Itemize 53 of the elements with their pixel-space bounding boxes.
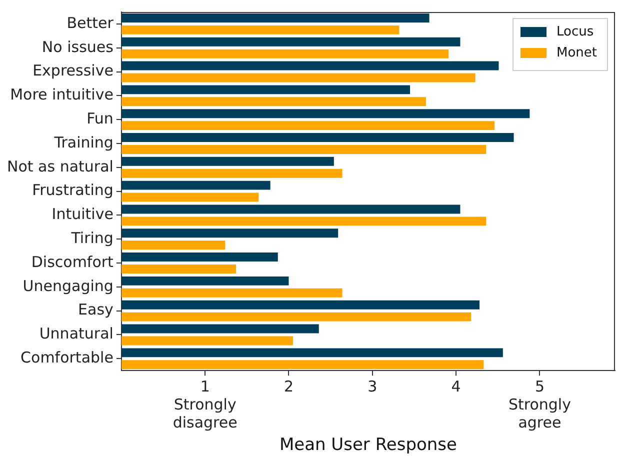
bar xyxy=(121,85,410,94)
y-tick-label: Unnatural xyxy=(39,324,114,343)
bar xyxy=(121,252,278,262)
bar xyxy=(121,144,486,154)
y-tick-label: Easy xyxy=(78,300,114,319)
bar xyxy=(121,25,400,34)
y-tick-label: Frustrating xyxy=(32,181,114,200)
y-tick-label: Not as natural xyxy=(7,157,114,176)
x-tick-label: 3 xyxy=(368,377,378,396)
bar xyxy=(121,97,426,106)
bar xyxy=(121,264,236,274)
y-tick-label: More intuitive xyxy=(10,86,114,104)
bar xyxy=(121,37,460,46)
x-axis-title: Mean User Response xyxy=(279,435,457,456)
bar xyxy=(121,13,430,22)
bar xyxy=(121,360,484,370)
bar xyxy=(121,336,293,346)
bar xyxy=(121,49,449,58)
bar xyxy=(121,324,319,334)
y-tick-label: Tiring xyxy=(70,229,114,248)
x-tick-label: 1 Strongly disagree xyxy=(172,377,238,432)
legend-label: Monet xyxy=(556,45,598,60)
bar xyxy=(121,300,480,310)
x-tick-label: 2 xyxy=(284,377,294,396)
bar xyxy=(121,312,472,322)
bar xyxy=(121,180,270,190)
y-tick-label: Unengaging xyxy=(22,276,114,295)
y-tick-label: Training xyxy=(53,133,114,152)
bar xyxy=(121,228,338,238)
y-tick-label: Fun xyxy=(86,109,114,128)
bar xyxy=(121,109,530,118)
bar xyxy=(121,204,460,214)
y-tick-label: Better xyxy=(66,14,114,32)
y-tick-label: Intuitive xyxy=(52,205,114,224)
bar xyxy=(121,216,486,226)
y-tick-label: No issues xyxy=(42,38,114,56)
legend-label: Locus xyxy=(556,24,594,40)
y-tick-label: Comfortable xyxy=(20,348,114,367)
y-tick-label: Discomfort xyxy=(31,252,114,271)
bar xyxy=(121,73,476,82)
bar xyxy=(121,192,259,202)
x-tick-label: 5 Strongly agree xyxy=(508,377,572,432)
bar xyxy=(121,156,334,166)
x-tick-label: 4 xyxy=(451,377,461,396)
bar xyxy=(121,348,503,358)
bar xyxy=(121,276,289,286)
bar xyxy=(121,61,499,70)
bar xyxy=(121,168,342,178)
bar xyxy=(121,121,495,130)
bar xyxy=(121,288,342,298)
bar xyxy=(121,133,514,142)
bar xyxy=(121,240,226,250)
y-tick-label: Expressive xyxy=(32,62,114,80)
